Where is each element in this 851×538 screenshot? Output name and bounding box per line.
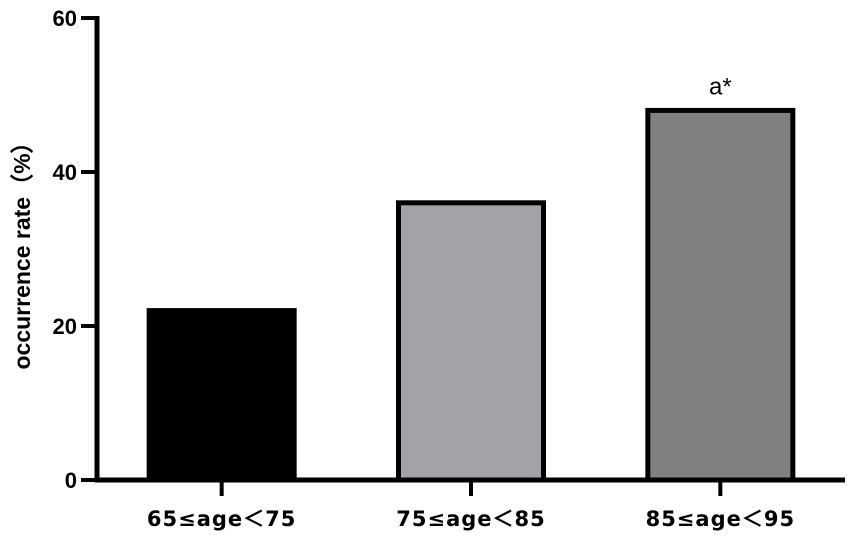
bar [645,107,796,483]
y-tick-label: 60 [53,6,77,31]
y-tick-label: 20 [53,314,77,339]
bars [146,107,796,483]
significance-annotation: a* [709,73,732,100]
bar [146,308,297,483]
x-tick-label: 75≤age＜85 [396,507,546,531]
y-axis-label: occurrence rate（%） [9,130,35,369]
x-tick-label: 85≤age＜95 [646,507,796,531]
x-axis: 65≤age＜75 75≤age＜85 85≤age＜95 [95,477,845,531]
x-tick-label: 65≤age＜75 [147,507,297,531]
bar [396,200,546,483]
y-tick-label: 0 [65,468,77,493]
y-axis: 0 20 40 60 [53,6,100,493]
annotations: a* [709,73,732,100]
y-tick-label: 40 [53,160,77,185]
